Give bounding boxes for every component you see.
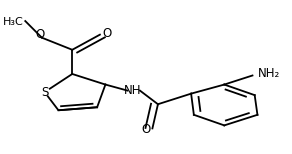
Text: O: O [102,27,112,40]
Text: NH₂: NH₂ [258,67,280,81]
Text: O: O [36,28,45,41]
Text: NH: NH [124,84,142,97]
Text: S: S [41,86,48,99]
Text: H₃C: H₃C [3,17,24,27]
Text: O: O [141,123,150,136]
